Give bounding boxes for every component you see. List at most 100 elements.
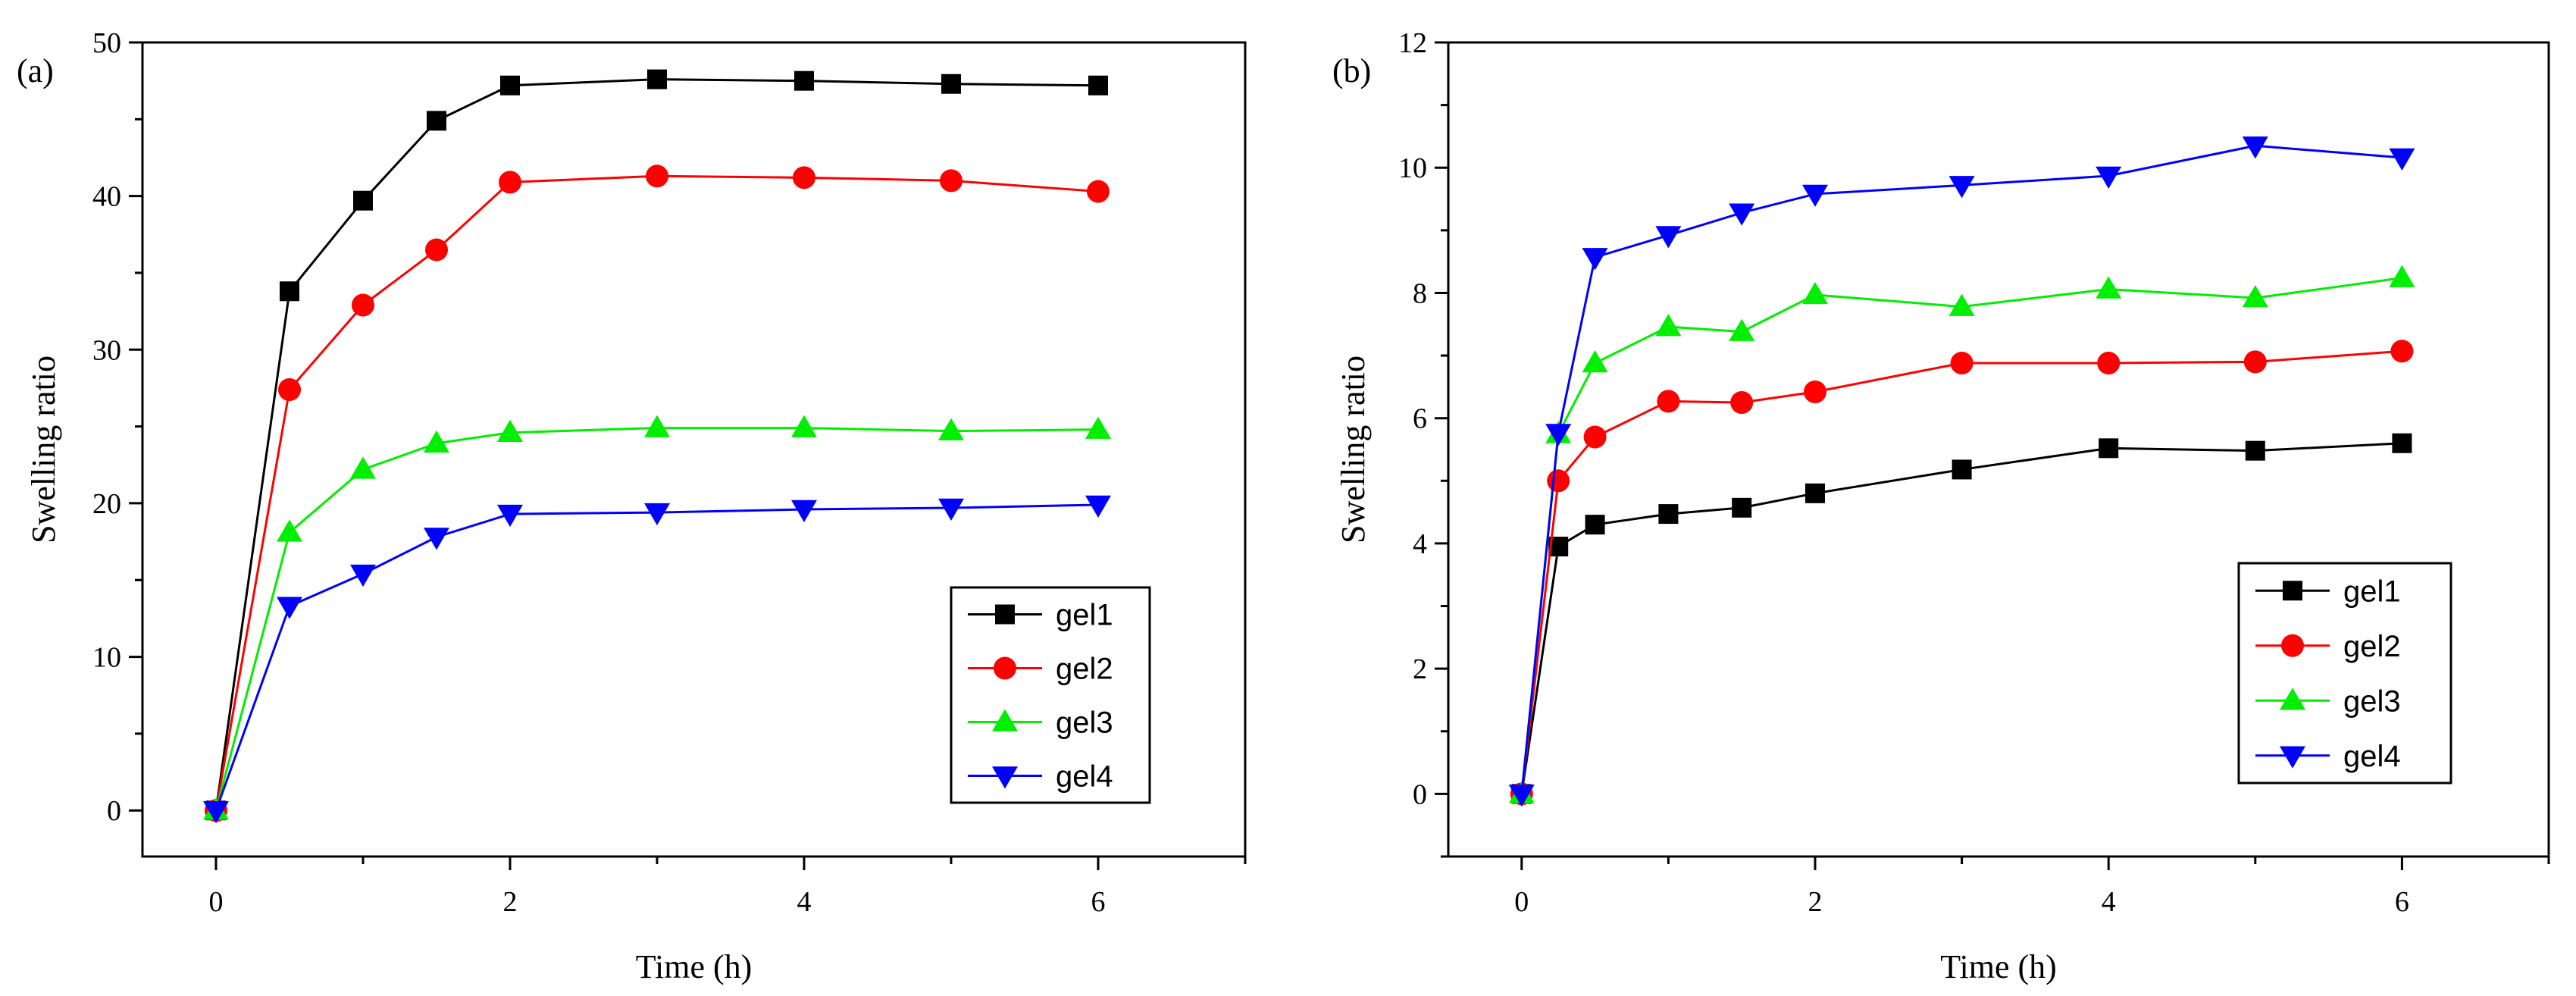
legend-box	[950, 586, 1151, 804]
data-point-gel4	[277, 597, 302, 619]
data-point-gel1	[941, 74, 961, 94]
legend-label-gel4: gel4	[1056, 760, 1113, 794]
series-line-gel2	[1520, 349, 2402, 794]
legend: gel1 gel2 gel3 gel4	[950, 586, 1151, 804]
data-point-gel3	[1948, 293, 1975, 316]
x-tick-label: 0	[209, 886, 224, 918]
data-point-gel2	[1950, 351, 1973, 374]
data-point-gel4	[1085, 495, 1111, 518]
data-point-gel2	[425, 238, 448, 262]
legend-marker-gel2	[2281, 634, 2304, 657]
x-tick-label: 0	[1514, 886, 1529, 918]
data-point-gel3	[1085, 416, 1111, 439]
series-line-gel1	[1520, 442, 2402, 794]
legend-label-gel4: gel4	[2343, 740, 2401, 773]
data-point-gel1	[2392, 433, 2412, 453]
legend-marker-gel3	[2280, 687, 2305, 710]
data-point-gel4	[1655, 226, 1682, 249]
data-point-gel4	[1508, 785, 1535, 807]
data-point-gel4	[1582, 248, 1608, 271]
data-point-gel2	[2243, 350, 2267, 374]
data-point-gel3	[277, 519, 302, 542]
data-point-gel4	[1802, 184, 1828, 207]
data-point-gel2	[499, 171, 521, 194]
legend: gel1 gel2 gel3 gel4	[2237, 562, 2452, 785]
series-gel1	[1511, 433, 2412, 804]
data-point-gel3	[424, 430, 449, 453]
data-point-gel2	[2390, 340, 2414, 363]
data-point-gel1	[1088, 75, 1108, 96]
legend-marker-gel1	[2283, 581, 2302, 601]
x-tick-label: 4	[797, 886, 812, 918]
data-point-gel1	[2099, 438, 2119, 459]
data-point-gel1	[427, 111, 446, 131]
data-point-gel2	[1730, 391, 1754, 415]
data-point-gel4	[1545, 424, 1572, 446]
y-tick-label: 30	[92, 334, 121, 366]
series-line-gel3	[1520, 277, 2402, 794]
y-tick-label: 12	[1398, 27, 1427, 59]
data-point-gel1	[353, 190, 373, 211]
legend-marker-gel2	[994, 656, 1016, 680]
y-tick-label: 50	[92, 27, 121, 59]
legend-box	[2237, 562, 2452, 785]
data-point-gel4	[644, 503, 670, 526]
plot-frame	[1447, 41, 2550, 858]
y-tick-label: 10	[92, 642, 121, 674]
data-point-gel1	[794, 70, 814, 91]
legend-label-gel1: gel1	[2343, 575, 2401, 608]
data-point-gel1	[2245, 440, 2265, 461]
y-tick-label: 4	[1413, 528, 1427, 560]
data-point-gel2	[646, 164, 668, 188]
legend-marker-gel1	[995, 604, 1015, 625]
plot-frame	[141, 41, 1247, 858]
data-point-gel2	[940, 169, 962, 193]
legend-label-gel3: gel3	[2343, 684, 2401, 718]
series-gel4	[1508, 136, 2415, 807]
x-tick-label: 6	[2395, 886, 2409, 918]
data-point-gel3	[350, 456, 376, 479]
x-tick-label: 6	[1091, 886, 1106, 918]
data-point-gel1	[647, 69, 667, 89]
chart-b: 0 2 4 6 0 2 4 6 8 10 12 Time (h) Swelling ratio (b) ge…	[1332, 27, 2550, 985]
legend-label-gel2: gel2	[2343, 630, 2401, 663]
y-axis-label: Swelling ratio	[1335, 355, 1372, 543]
legend-label-gel2: gel2	[1056, 653, 1113, 686]
data-point-gel4	[2242, 136, 2268, 159]
data-point-gel1	[1732, 497, 1752, 518]
data-point-gel2	[2097, 351, 2121, 374]
data-point-gel2	[1804, 380, 1826, 403]
data-point-gel1	[1805, 483, 1825, 503]
data-point-gel1	[1952, 459, 1972, 480]
data-point-gel2	[1583, 425, 1607, 449]
y-tick-label: 0	[1413, 778, 1427, 810]
legend-marker-gel3	[992, 709, 1018, 731]
data-point-gel4	[1948, 176, 1975, 199]
data-point-gel1	[500, 75, 520, 96]
legend-label-gel3: gel3	[1056, 706, 1113, 740]
y-tick-label: 40	[92, 181, 121, 213]
data-point-gel4	[1729, 203, 1755, 226]
data-point-gel1	[1585, 515, 1605, 535]
series-gel2	[1510, 340, 2414, 806]
x-tick-label: 2	[1808, 886, 1823, 918]
series-line-gel4	[1520, 144, 2402, 794]
legend-marker-gel4	[992, 766, 1018, 789]
panel-label: (b)	[1332, 52, 1371, 89]
data-point-gel4	[938, 498, 964, 521]
data-point-gel1	[1658, 504, 1679, 525]
y-tick-label: 10	[1398, 152, 1427, 184]
y-tick-label: 2	[1413, 653, 1427, 685]
data-point-gel3	[2389, 265, 2415, 287]
data-point-gel2	[1087, 180, 1110, 203]
y-tick-label: 0	[107, 795, 121, 827]
data-point-gel2	[1547, 469, 1570, 493]
legend-marker-gel4	[2280, 746, 2305, 769]
data-point-gel1	[280, 281, 299, 302]
x-tick-label: 2	[503, 886, 518, 918]
data-point-gel3	[938, 418, 964, 440]
data-point-gel3	[1582, 349, 1608, 373]
y-tick-label: 8	[1413, 277, 1427, 309]
data-point-gel4	[791, 500, 817, 523]
x-axis-label: Time (h)	[1940, 948, 2057, 985]
